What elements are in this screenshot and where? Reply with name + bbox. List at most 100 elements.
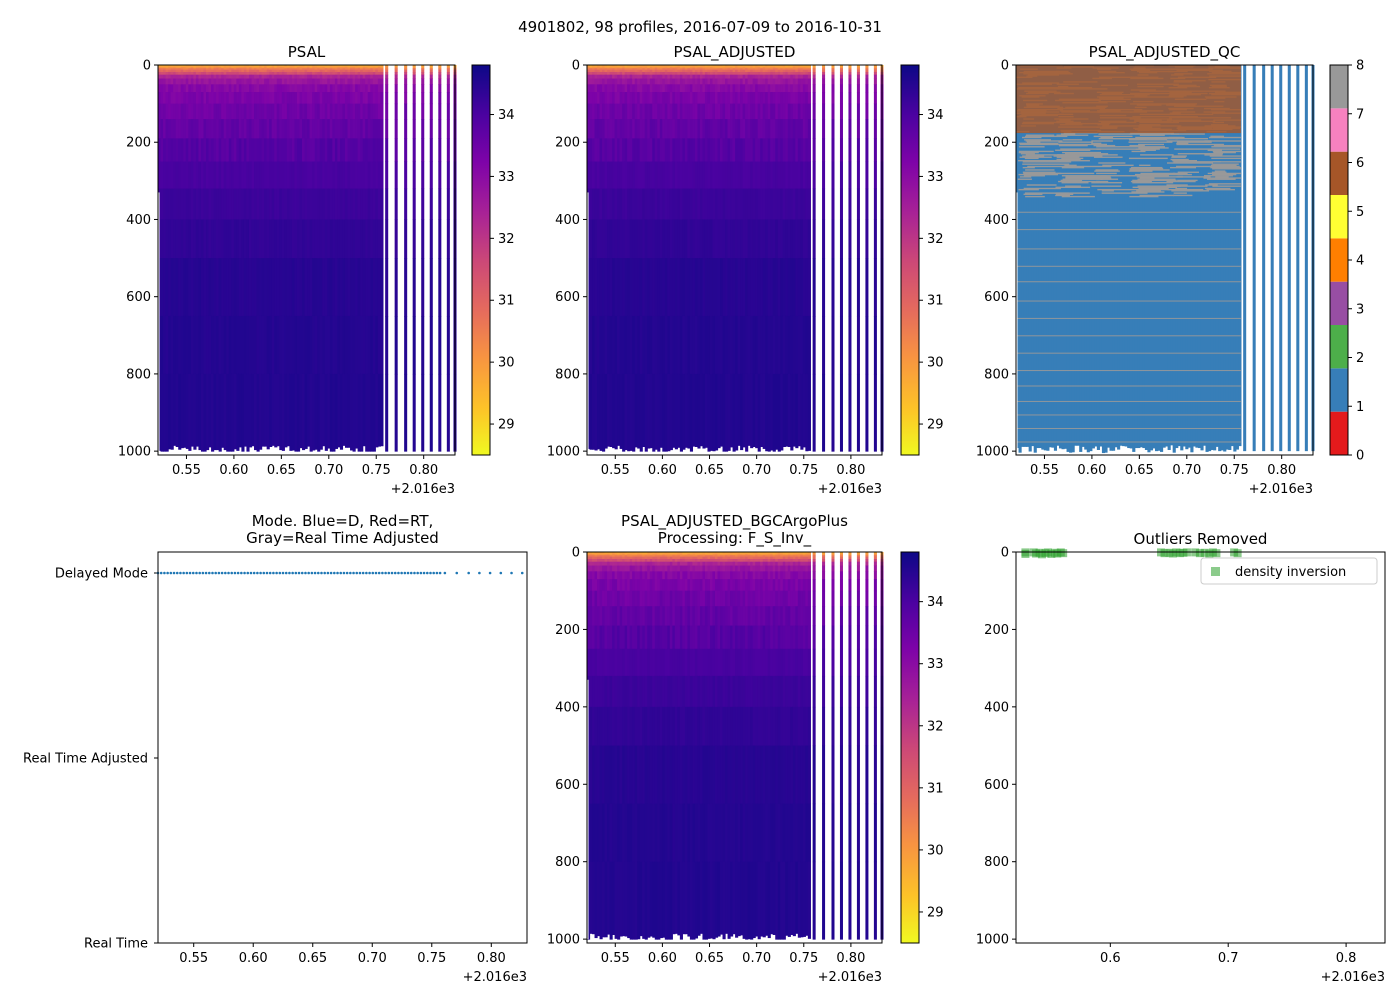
heatmap-cell [347, 65, 351, 68]
heatmap-cell [787, 103, 791, 120]
heatmap-cell [735, 74, 739, 80]
heatmap-cell [370, 161, 374, 190]
heatmap-cell [344, 103, 349, 120]
heatmap-cell [782, 138, 786, 163]
qc-band-bad [1170, 133, 1205, 135]
heatmap-cell [737, 138, 741, 163]
heatmap-cell [657, 69, 661, 73]
heatmap-cell [667, 565, 671, 572]
heatmap-cell [158, 69, 162, 73]
heatmap-cell [238, 188, 242, 220]
heatmap-cell [302, 74, 306, 80]
heatmap-cell [692, 78, 696, 85]
heatmap-cell [200, 119, 205, 139]
heatmap-cell [657, 258, 661, 317]
heatmap-cell [634, 590, 638, 607]
heatmap-cell [740, 74, 744, 80]
heatmap-cell [259, 92, 263, 105]
heatmap-cell [355, 78, 359, 85]
heatmap-cell [592, 84, 596, 93]
heatmap-cell [659, 552, 663, 555]
heatmap-cell [344, 74, 349, 80]
heatmap-cell [732, 258, 736, 317]
heatmap-cell [329, 161, 333, 190]
colorbar-swatch [1330, 325, 1348, 369]
heatmap-cell [276, 258, 280, 317]
heatmap-cell [296, 66, 301, 69]
heatmap-cell [785, 161, 789, 190]
heatmap-cell [276, 74, 280, 80]
mode-point [284, 571, 288, 575]
heatmap-cell [627, 119, 631, 139]
heatmap-cell [594, 571, 598, 580]
heatmap-cell [173, 84, 177, 93]
heatmap-cell [228, 65, 232, 68]
heatmap-cell [782, 161, 786, 190]
heatmap-cell [160, 71, 164, 76]
qc-cell-good [1129, 65, 1133, 449]
heatmap-cell [652, 625, 656, 650]
heatmap-cell [679, 219, 683, 259]
heatmap-cell [261, 161, 265, 190]
heatmap-cell [642, 675, 646, 708]
heatmap-cell [672, 648, 676, 677]
qc-cell-good [1243, 65, 1247, 452]
heatmap-cell [712, 373, 716, 452]
heatmap-cell [767, 161, 771, 190]
heatmap-cell [831, 65, 835, 68]
heatmap-cell [604, 556, 608, 560]
heatmap-cell [750, 74, 754, 80]
heatmap-cell [757, 119, 761, 139]
colorbar-swatch [1330, 238, 1348, 282]
heatmap-cell [647, 571, 651, 580]
heatmap-cell [254, 84, 258, 93]
heatmap-cell [649, 258, 653, 317]
colorbar-tick-label: 7 [1356, 107, 1364, 122]
heatmap-cell [765, 258, 769, 317]
heatmap-cell [276, 188, 280, 220]
heatmap-cell [160, 68, 164, 71]
heatmap-cell [707, 103, 711, 120]
heatmap-cell [276, 92, 280, 105]
heatmap-cell [772, 69, 776, 73]
heatmap-cell [848, 103, 852, 120]
heatmap-cell [175, 84, 179, 93]
heatmap-cell [355, 84, 359, 93]
qc-cell-good [1195, 65, 1199, 448]
heatmap-cell [659, 556, 663, 560]
qc-band-bad [1091, 142, 1102, 145]
heatmap-cell [355, 69, 359, 73]
heatmap-cell [597, 315, 601, 375]
heatmap-cell [644, 861, 648, 940]
heatmap-cell [767, 315, 771, 375]
heatmap-cell [831, 74, 835, 80]
qc-band-bad [1129, 195, 1159, 198]
heatmap-cell [652, 590, 656, 607]
heatmap-cell [221, 188, 225, 220]
heatmap-cell [241, 78, 245, 85]
heatmap-cell [238, 103, 242, 120]
qc-band-bad [1100, 175, 1135, 177]
qc-line-bad [1016, 414, 1241, 416]
heatmap-cell [362, 69, 366, 73]
heatmap-cell [792, 66, 796, 69]
heatmap-cell [677, 66, 681, 69]
heatmap-cell [599, 675, 603, 708]
heatmap-cell [659, 648, 663, 677]
heatmap-cell [714, 66, 719, 69]
heatmap-cell [302, 103, 306, 120]
heatmap-cell [599, 553, 603, 556]
heatmap-cell [699, 119, 704, 139]
heatmap-cell [790, 161, 794, 190]
heatmap-cell [355, 66, 359, 69]
heatmap-cell [291, 69, 296, 73]
qc-band-bad [1213, 151, 1236, 154]
heatmap-cell [642, 219, 646, 259]
heatmap-cell [737, 188, 741, 220]
heatmap-cell [632, 161, 636, 190]
heatmap-cell [684, 78, 688, 85]
heatmap-cell [607, 558, 611, 563]
heatmap-cell [429, 103, 433, 120]
heatmap-cell [173, 68, 177, 71]
heatmap-cell [226, 69, 230, 73]
